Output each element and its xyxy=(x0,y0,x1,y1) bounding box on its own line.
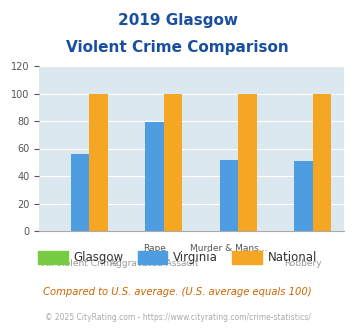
Bar xyxy=(145,122,164,231)
Text: Rape: Rape xyxy=(143,244,166,253)
Bar xyxy=(238,93,257,231)
Bar xyxy=(313,93,331,231)
Text: © 2025 CityRating.com - https://www.cityrating.com/crime-statistics/: © 2025 CityRating.com - https://www.city… xyxy=(45,314,310,322)
Legend: Glasgow, Virginia, National: Glasgow, Virginia, National xyxy=(33,246,322,269)
Text: Robbery: Robbery xyxy=(285,259,322,268)
Bar xyxy=(294,161,313,231)
Text: All Violent Crime: All Violent Crime xyxy=(42,259,118,268)
Text: Murder & Mans...: Murder & Mans... xyxy=(190,244,268,253)
Bar xyxy=(89,93,108,231)
Text: Compared to U.S. average. (U.S. average equals 100): Compared to U.S. average. (U.S. average … xyxy=(43,287,312,297)
Bar xyxy=(71,154,89,231)
Text: Violent Crime Comparison: Violent Crime Comparison xyxy=(66,40,289,54)
Text: Aggravated Assault: Aggravated Assault xyxy=(110,259,199,268)
Text: 2019 Glasgow: 2019 Glasgow xyxy=(118,13,237,28)
Bar xyxy=(220,159,238,231)
Bar xyxy=(164,93,182,231)
